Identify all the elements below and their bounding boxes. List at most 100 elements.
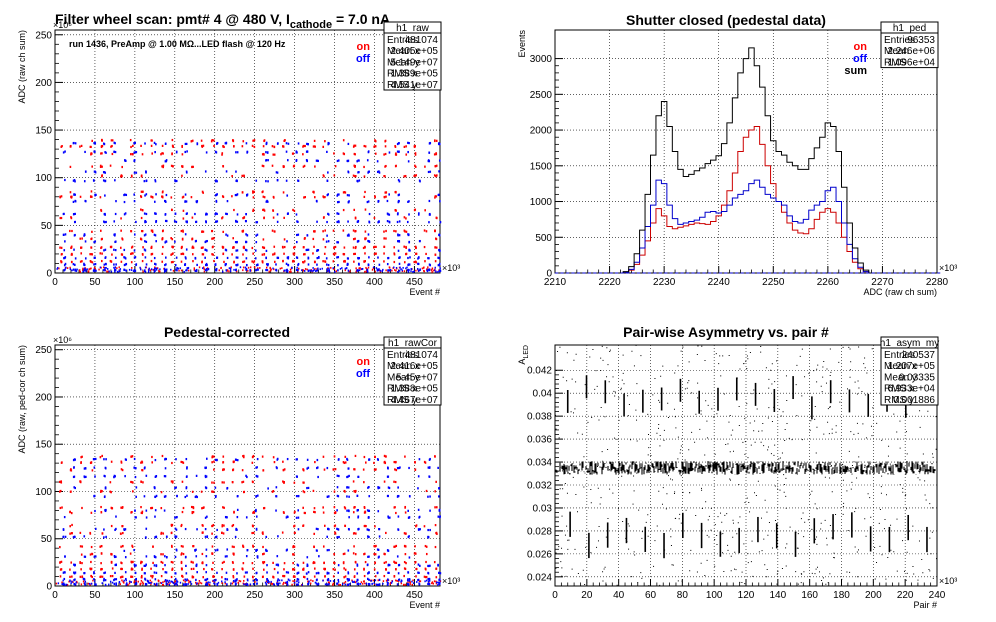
data-point [124,556,127,559]
data-point [249,270,251,272]
data-point [328,548,330,552]
data-point [180,553,183,556]
data-point [427,580,430,583]
data-point [123,581,125,584]
data-point [418,571,420,574]
data-point [185,212,188,216]
data-point [192,260,194,263]
data-point [378,263,381,266]
data-point [265,159,267,162]
data-point [70,532,73,535]
data-point [55,582,58,585]
y-tick-label: 2000 [530,126,553,137]
stats-value: 6.933e+04 [887,384,935,395]
data-point [124,263,127,266]
data-point [287,269,289,272]
data-point [186,494,188,497]
data-point [164,579,167,582]
data-point [397,494,399,498]
data-point [221,561,224,564]
data-point [277,535,279,538]
data-point [114,150,117,154]
data-point [296,578,299,581]
data-point [282,583,284,586]
data-point [104,466,107,469]
data-point [56,268,58,270]
data-point [194,212,196,216]
data-point [205,475,208,478]
data-point [272,153,275,156]
data-point [190,505,193,509]
data-point [377,579,379,582]
data-point [235,458,238,461]
data-point [105,220,107,224]
data-point [61,581,63,584]
data-point [170,196,173,199]
data-point [361,267,364,270]
data-point [347,220,349,223]
data-point [337,564,340,567]
data-point [71,260,73,264]
data-point [363,552,366,555]
data-point [270,268,272,271]
data-point [293,260,295,263]
data-point [435,152,437,155]
data-point [265,151,267,154]
data-point [88,268,90,271]
data-point [346,495,348,498]
data-point [196,582,198,585]
data-point [203,266,205,269]
data-point [191,237,194,240]
data-point [394,209,397,212]
data-point [292,561,294,565]
data-point [271,583,273,586]
data-point [357,239,360,243]
data-point [429,528,431,532]
data-point [150,581,152,584]
data-point [393,246,396,249]
data-point [336,486,339,489]
data-point [93,263,95,266]
data-point [283,238,286,241]
y-exponent: ×10⁶ [53,335,72,345]
data-point [110,245,113,248]
data-point [413,145,416,148]
data-point [237,581,239,584]
data-point [352,145,355,148]
data-point [402,583,405,586]
x-tick-label: 300 [286,277,303,288]
data-point [185,257,187,260]
data-point [396,583,399,586]
data-point [245,555,248,558]
data-point [95,583,97,586]
data-point [332,468,335,471]
data-point [348,194,350,197]
data-point [263,506,266,510]
data-point [414,165,417,168]
data-point [256,457,259,461]
data-point [341,267,343,269]
data-point [201,260,203,263]
data-point [214,536,217,539]
data-point [410,268,412,270]
data-point [379,269,382,272]
data-point [353,252,355,256]
data-point [221,531,223,534]
data-point [140,561,142,565]
data-point [94,583,96,586]
data-point [213,468,215,471]
data-point [364,461,367,464]
data-point [90,237,93,240]
data-point [154,495,157,499]
data-point [149,579,152,582]
data-point [372,267,375,270]
data-point [358,171,360,174]
data-point [119,576,122,579]
data-point [115,555,117,558]
data-point [427,170,430,174]
data-point [109,580,112,583]
data-point [407,583,410,586]
data-point [131,490,134,493]
data-point [205,151,208,154]
data-point [298,267,300,270]
